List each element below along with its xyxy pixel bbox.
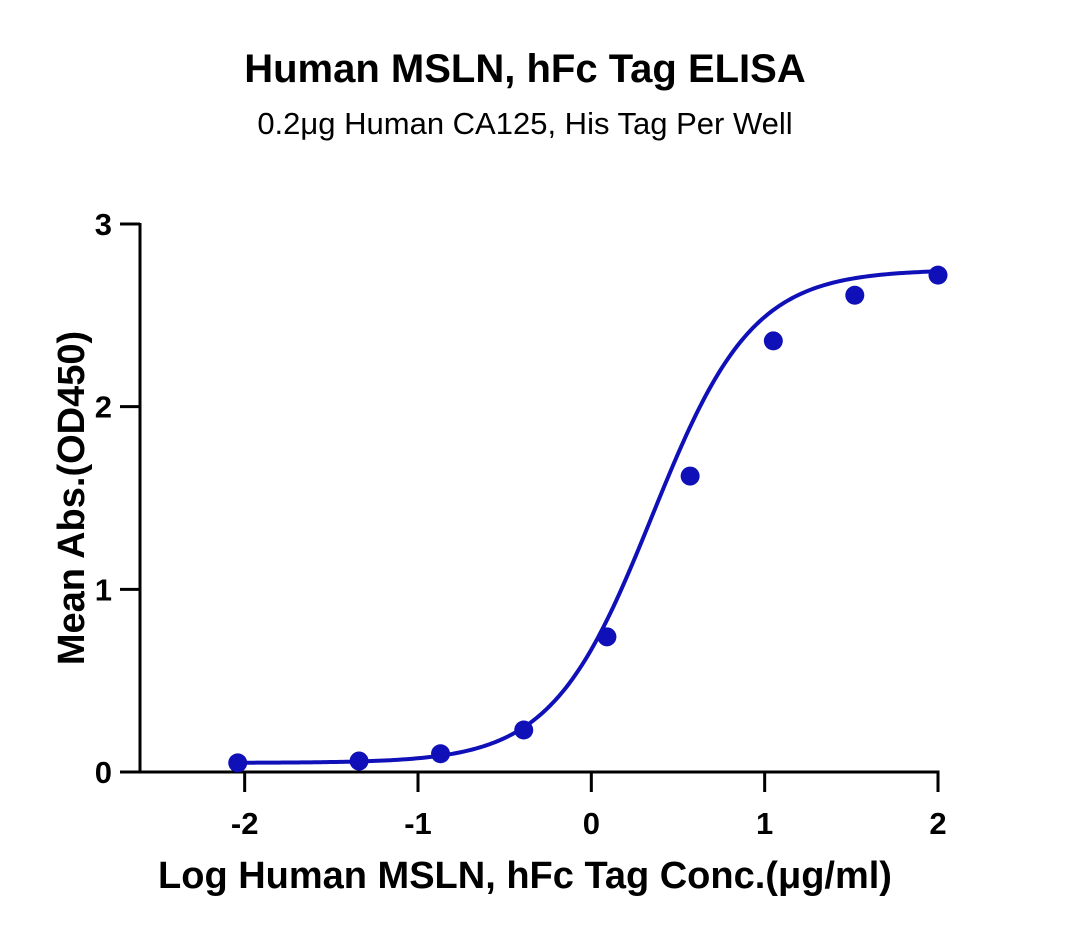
x-tick-label: 2 — [929, 806, 946, 841]
x-axis-label: Log Human MSLN, hFc Tag Conc.(μg/ml) — [158, 855, 892, 897]
y-tick-label: 2 — [95, 390, 112, 425]
chart-subtitle: 0.2μg Human CA125, His Tag Per Well — [257, 106, 792, 141]
fit-curve — [237, 269, 939, 765]
y-tick-label: 0 — [95, 755, 112, 790]
y-axis: 0 1 2 3 — [95, 207, 142, 790]
data-point — [845, 285, 865, 305]
data-points — [228, 265, 948, 773]
data-point — [431, 744, 451, 764]
data-point — [228, 753, 248, 773]
x-tick-label: -1 — [404, 806, 432, 841]
chart-title: Human MSLN, hFc Tag ELISA — [244, 47, 806, 91]
x-tick-label: 1 — [756, 806, 773, 841]
y-axis-label: Mean Abs.(OD450) — [51, 331, 93, 665]
y-tick-label: 3 — [95, 207, 112, 242]
data-point — [597, 627, 617, 647]
x-axis: -2 -1 0 1 2 — [140, 770, 947, 841]
y-tick-label: 1 — [95, 572, 112, 607]
data-point — [514, 720, 534, 740]
data-point — [928, 265, 948, 285]
x-tick-label: 0 — [583, 806, 600, 841]
data-point — [349, 751, 369, 771]
data-point — [763, 331, 783, 351]
x-tick-label: -2 — [231, 806, 259, 841]
data-point — [680, 466, 700, 486]
